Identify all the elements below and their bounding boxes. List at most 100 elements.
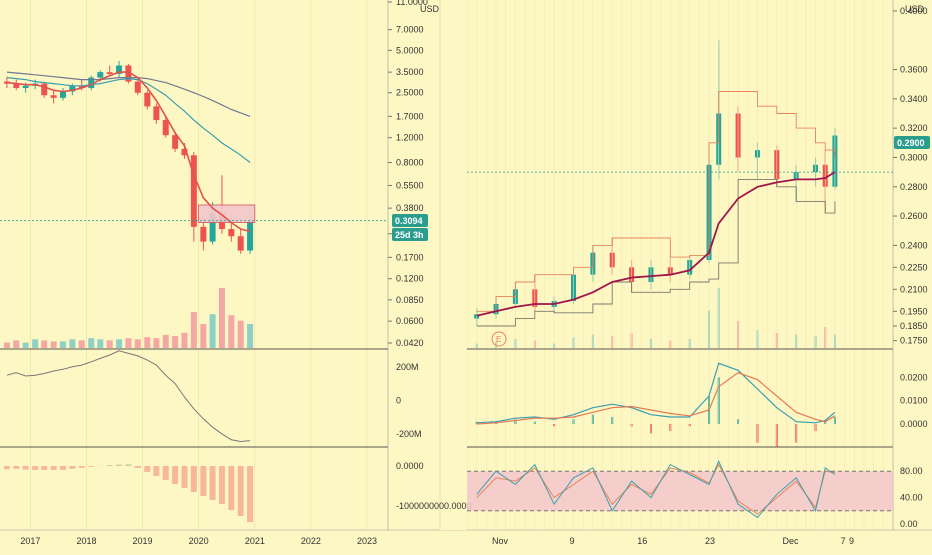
candle-body[interactable] bbox=[191, 155, 197, 227]
ad-bar bbox=[238, 466, 244, 516]
volume-bar bbox=[125, 338, 131, 348]
upper-channel-line bbox=[477, 92, 835, 312]
ad-bar bbox=[116, 465, 122, 466]
volume-bar bbox=[23, 343, 29, 348]
left-volume bbox=[4, 288, 253, 348]
volume-bar bbox=[153, 338, 159, 348]
ad-bar bbox=[163, 466, 169, 480]
right-macd-tick-label: 0.0100 bbox=[900, 396, 928, 406]
right-time-tick-label: 23 bbox=[705, 536, 715, 546]
candle-body[interactable] bbox=[97, 72, 103, 77]
candle-body[interactable] bbox=[107, 72, 113, 74]
candle-body[interactable] bbox=[60, 92, 66, 98]
candle-body[interactable] bbox=[238, 236, 244, 250]
left-price-badge-text: 0.3094 bbox=[395, 216, 423, 226]
candle-body[interactable] bbox=[172, 135, 178, 149]
left-ad-tick-label: -1000000000.0000 bbox=[396, 501, 472, 511]
left-price-tick-label: 0.3800 bbox=[396, 203, 424, 213]
candle-body[interactable] bbox=[41, 84, 47, 96]
left-price-tick-label: 2.5000 bbox=[396, 88, 424, 98]
right-volume bbox=[476, 288, 836, 348]
right-grid bbox=[467, 0, 883, 530]
left-price-tick-label: 1.7000 bbox=[396, 111, 424, 121]
left-time-badge-text: 25d 3h bbox=[395, 230, 424, 240]
volume-bar bbox=[219, 288, 225, 348]
ad-bar bbox=[181, 466, 187, 488]
left-price-tick-label: 3.5000 bbox=[396, 67, 424, 77]
right-price-tick-label: 0.4000 bbox=[900, 6, 928, 16]
volume-bar bbox=[107, 340, 113, 348]
volume-bar bbox=[247, 324, 253, 348]
candle-body[interactable] bbox=[163, 120, 169, 135]
ad-bar bbox=[210, 466, 216, 500]
left-time-tick-label: 2022 bbox=[301, 536, 321, 546]
candle-body[interactable] bbox=[144, 93, 150, 107]
volume-bar bbox=[172, 336, 178, 348]
candle-body[interactable] bbox=[228, 229, 234, 236]
right-macd-axis: 0.0200 0.0100 0.0000 bbox=[900, 372, 928, 429]
right-stoch-tick-label: 0.00 bbox=[900, 519, 918, 529]
candle-body[interactable] bbox=[135, 82, 141, 93]
right-price-badge: 0.2900 bbox=[894, 136, 930, 149]
right-price-tick-label: 0.3000 bbox=[900, 152, 928, 162]
right-macd-tick-label: 0.0200 bbox=[900, 372, 928, 382]
left-time-tick-label: 2019 bbox=[133, 536, 153, 546]
right-price-tick-label: 0.2400 bbox=[900, 240, 928, 250]
candle-body[interactable] bbox=[200, 227, 206, 242]
candle-body[interactable] bbox=[247, 221, 253, 251]
ad-bar bbox=[32, 466, 38, 470]
left-ad-histogram bbox=[4, 464, 253, 522]
left-price-tick-label: 0.1200 bbox=[396, 274, 424, 284]
left-price-tick-label: 0.0420 bbox=[396, 338, 424, 348]
candle-body[interactable] bbox=[51, 95, 57, 98]
right-price-tick-label: 0.3400 bbox=[900, 94, 928, 104]
left-price-badge: 0.3094 bbox=[392, 214, 428, 227]
right-price-tick-label: 0.2600 bbox=[900, 211, 928, 221]
ad-bar bbox=[219, 466, 225, 504]
right-time-tick-label: Dec bbox=[783, 536, 800, 546]
ad-bar bbox=[228, 466, 234, 510]
volume-bar bbox=[210, 314, 216, 348]
left-obv-tick-label: 0 bbox=[396, 395, 401, 405]
ad-bar bbox=[60, 466, 66, 470]
ad-bar bbox=[153, 466, 159, 476]
right-time-tick-label: Nov bbox=[492, 536, 509, 546]
right-price-tick-label: 0.1850 bbox=[900, 321, 928, 331]
left-price-tick-label: 0.5500 bbox=[396, 180, 424, 190]
ad-bar bbox=[191, 466, 197, 492]
right-price-tick-label: 0.3600 bbox=[900, 65, 928, 75]
volume-bar bbox=[144, 337, 150, 348]
right-time-tick-label: 9 bbox=[570, 536, 575, 546]
obv-line bbox=[7, 351, 250, 442]
ad-bar bbox=[69, 466, 75, 469]
right-time-tick-label: 7 bbox=[841, 536, 846, 546]
left-price-tick-label: 0.8000 bbox=[396, 158, 424, 168]
panel-gap bbox=[440, 0, 467, 530]
macd-signal-line bbox=[477, 373, 835, 424]
ema-line bbox=[477, 172, 835, 316]
candle-body[interactable] bbox=[153, 106, 159, 120]
ad-bar bbox=[4, 466, 10, 469]
earnings-marker[interactable]: E bbox=[492, 332, 506, 346]
ad-bar bbox=[41, 466, 47, 470]
left-time-badge: 25d 3h bbox=[392, 228, 428, 241]
candle-body[interactable] bbox=[23, 86, 29, 88]
macd-line bbox=[477, 363, 835, 423]
right-candles bbox=[474, 40, 837, 326]
volume-bar bbox=[60, 341, 66, 348]
volume-bar bbox=[135, 339, 141, 348]
volume-bar bbox=[4, 343, 10, 348]
ad-bar bbox=[172, 466, 178, 484]
right-macd-tick-label: 0.0000 bbox=[900, 419, 928, 429]
resistance-zone[interactable] bbox=[199, 205, 255, 223]
ad-bar bbox=[23, 466, 29, 470]
right-price-axis: 0.40000.36000.34000.32000.30000.28000.26… bbox=[893, 6, 928, 346]
volume-bar bbox=[116, 339, 122, 348]
volume-bar bbox=[181, 333, 187, 348]
right-time-tick-label: 16 bbox=[637, 536, 647, 546]
